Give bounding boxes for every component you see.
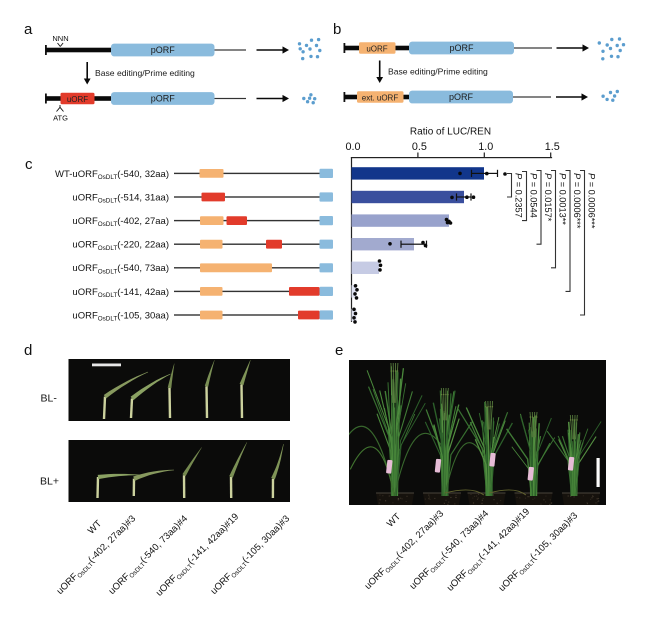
svg-text:pORF: pORF: [151, 94, 176, 104]
svg-text:ATG: ATG: [53, 114, 68, 123]
svg-text:ext. uORF: ext. uORF: [362, 93, 399, 102]
svg-text:Base editing/Prime editing: Base editing/Prime editing: [95, 68, 195, 78]
svg-text:pORF: pORF: [151, 45, 176, 55]
svg-text:uORFOsDLT(-105, 30aa): uORFOsDLT(-105, 30aa): [72, 310, 169, 322]
svg-text:uORFOsDLT(-514, 31aa): uORFOsDLT(-514, 31aa): [72, 192, 169, 204]
svg-text:P = 0.0006***: P = 0.0006***: [586, 173, 596, 229]
svg-text:1.0: 1.0: [478, 141, 493, 153]
svg-text:uORFOsDLT(-220, 22aa): uORFOsDLT(-220, 22aa): [72, 240, 169, 252]
svg-text:P = 0.2357: P = 0.2357: [513, 173, 523, 218]
svg-text:0.0: 0.0: [345, 141, 360, 153]
svg-text:pORF: pORF: [449, 92, 474, 102]
svg-text:Ratio of LUC/REN: Ratio of LUC/REN: [410, 127, 491, 138]
svg-text:0.5: 0.5: [412, 141, 427, 153]
svg-text:b: b: [333, 21, 341, 38]
svg-text:BL-: BL-: [41, 393, 58, 405]
svg-text:pORF: pORF: [449, 43, 474, 53]
svg-text:NNN: NNN: [52, 34, 68, 43]
svg-text:1.5: 1.5: [545, 141, 560, 153]
svg-text:P = 0.0544: P = 0.0544: [528, 173, 538, 218]
svg-text:a: a: [24, 21, 33, 38]
svg-text:Base editing/Prime editing: Base editing/Prime editing: [388, 67, 488, 77]
svg-text:uORFOsDLT(-540, 73aa): uORFOsDLT(-540, 73aa): [72, 263, 169, 275]
svg-text:d: d: [24, 342, 32, 359]
svg-text:uORFOsDLT(-141, 42aa): uORFOsDLT(-141, 42aa): [72, 287, 169, 299]
svg-text:WT-uORFOsDLT(-540, 32aa): WT-uORFOsDLT(-540, 32aa): [55, 169, 169, 181]
svg-text:uORFOsDLT(-402, 27aa): uORFOsDLT(-402, 27aa): [72, 216, 169, 228]
svg-text:uORF: uORF: [67, 95, 88, 104]
svg-text:BL+: BL+: [40, 476, 59, 488]
svg-text:P = 0.0006***: P = 0.0006***: [572, 173, 582, 229]
svg-text:P = 0.0157*: P = 0.0157*: [543, 173, 553, 222]
svg-text:c: c: [25, 156, 33, 173]
svg-text:e: e: [335, 342, 343, 359]
svg-text:uORF: uORF: [366, 44, 387, 53]
svg-text:P = 0.0013**: P = 0.0013**: [557, 173, 567, 225]
